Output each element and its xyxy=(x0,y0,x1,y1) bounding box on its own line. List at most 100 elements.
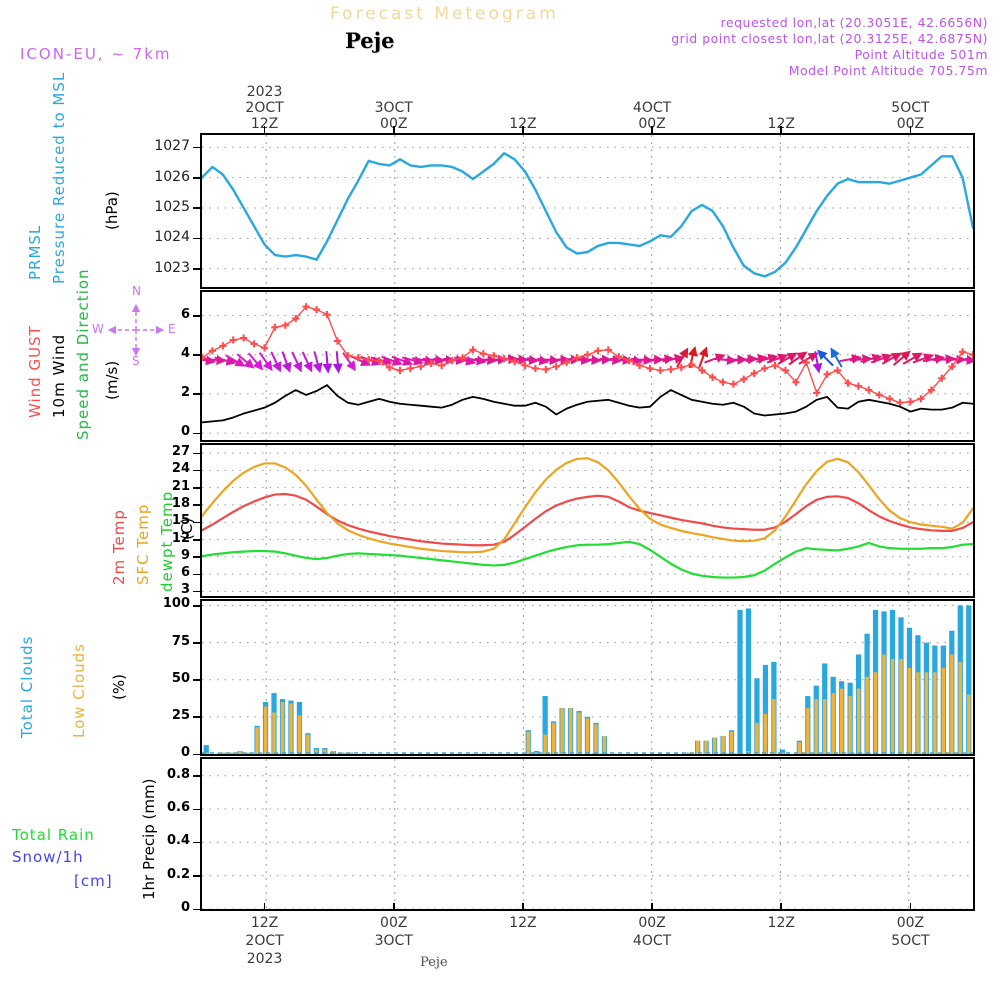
y-tick-label: 2 xyxy=(180,384,190,400)
top-axis-tick-mark xyxy=(522,126,524,135)
y-tick-label: 1025 xyxy=(154,198,190,215)
label-snow-1h: Snow/1h xyxy=(12,848,84,866)
bottom-axis-tick-label: 4OCT xyxy=(632,933,672,949)
label-total-rain: Total Rain xyxy=(12,826,95,844)
top-axis-tick-label: 00Z xyxy=(638,116,666,132)
y-tick-mark xyxy=(193,539,201,541)
y-tick-mark xyxy=(193,556,201,558)
y-tick-mark xyxy=(193,679,201,681)
y-tick-mark xyxy=(193,590,201,593)
y-tick-mark xyxy=(193,775,201,777)
bottom-axis-tick-label: 3OCT xyxy=(374,933,413,949)
bottom-axis-tick-mark xyxy=(651,903,653,911)
meta-model-point-altitude: Model Point Altitude 705.75m xyxy=(788,63,988,78)
meta-requested-lonlat: requested lon,lat (20.3051E, 42.6656N) xyxy=(720,15,988,30)
y-tick-label: 0.4 xyxy=(166,833,190,849)
y-tick-mark xyxy=(193,753,201,756)
y-tick-mark xyxy=(193,716,201,718)
y-tick-label: 24 xyxy=(171,461,190,477)
panel-wind xyxy=(200,290,975,442)
y-tick-label: 0 xyxy=(180,424,190,440)
y-tick-mark xyxy=(193,642,201,644)
top-axis-tick-mark xyxy=(780,126,783,135)
top-axis-tick-label: 3OCT xyxy=(374,100,413,116)
label-snow-unit: [cm] xyxy=(74,872,113,890)
label-prmsl: PRMSL xyxy=(26,224,44,280)
compass-east-label: E xyxy=(168,322,176,336)
bottom-axis-tick-label: 2OCT xyxy=(245,933,284,949)
label-low-clouds: Low Clouds xyxy=(70,643,88,738)
meta-gridpoint-lonlat: grid point closest lon,lat (20.3125E, 42… xyxy=(671,31,988,46)
top-axis-tick-label: 00Z xyxy=(896,116,925,132)
bottom-axis-tick-mark xyxy=(780,903,783,911)
y-tick-label: 18 xyxy=(171,495,190,511)
bottom-axis-tick-mark xyxy=(909,903,912,911)
top-axis-tick-label: 5OCT xyxy=(891,100,930,116)
y-tick-label: 1027 xyxy=(154,138,190,155)
panel-precip xyxy=(200,757,975,911)
y-tick-mark xyxy=(193,604,201,607)
forecast-meteogram-title: Forecast Meteogram xyxy=(330,4,559,24)
model-label: ICON-EU, ~ 7km xyxy=(20,45,172,63)
y-tick-mark xyxy=(193,315,201,317)
bottom-axis-tick-label: 12Z xyxy=(509,915,537,931)
bottom-axis-tick-label: 00Z xyxy=(380,915,408,931)
top-axis-tick-label: 2023 xyxy=(246,84,283,100)
y-tick-mark xyxy=(193,469,201,472)
top-axis-tick-mark xyxy=(263,126,266,135)
compass-south-label: S xyxy=(132,354,140,368)
y-tick-mark xyxy=(193,452,201,455)
top-axis-tick-mark xyxy=(651,126,653,135)
y-tick-label: 15 xyxy=(171,513,190,529)
y-tick-mark xyxy=(193,808,201,811)
top-axis-tick-mark xyxy=(392,126,395,135)
y-tick-mark xyxy=(193,354,201,356)
y-tick-label: 9 xyxy=(180,547,190,563)
y-tick-label: 1024 xyxy=(154,229,190,246)
y-tick-mark xyxy=(193,908,201,911)
top-axis-tick-label: 12Z xyxy=(509,116,537,132)
bottom-axis-tick-label: 12Z xyxy=(767,915,795,931)
y-tick-label: 50 xyxy=(171,670,190,686)
y-tick-mark xyxy=(193,207,201,210)
y-tick-mark xyxy=(193,177,201,179)
panel-pressure xyxy=(200,133,975,289)
y-tick-mark xyxy=(193,146,201,149)
top-axis-tick-label: 4OCT xyxy=(632,100,672,116)
y-tick-mark xyxy=(193,237,201,240)
bottom-axis-tick-label: 00Z xyxy=(638,915,666,931)
bottom-axis-tick-label: 2023 xyxy=(246,951,283,967)
bottom-axis-tick-mark xyxy=(522,903,524,911)
y-tick-mark xyxy=(193,487,201,489)
label-pressure-reduced-to-msl: Pressure Reduced to MSL xyxy=(50,71,68,284)
y-tick-label: 0.2 xyxy=(166,866,190,882)
y-tick-label: 0 xyxy=(180,900,190,915)
label-2m-temp: 2m Temp xyxy=(110,509,128,585)
compass-north-label: N xyxy=(132,284,141,298)
y-tick-label: 0.8 xyxy=(166,766,190,782)
y-tick-mark xyxy=(193,875,201,877)
y-tick-label: 0.6 xyxy=(166,800,190,815)
y-tick-mark xyxy=(193,841,201,844)
y-tick-label: 1023 xyxy=(154,259,190,276)
top-axis-tick-label: 2OCT xyxy=(245,100,284,116)
meta-point-altitude: Point Altitude 501m xyxy=(854,47,988,62)
y-tick-label: 21 xyxy=(171,478,190,494)
top-axis-tick-mark xyxy=(909,126,912,135)
bottom-axis-tick-label: 5OCT xyxy=(891,933,930,949)
y-tick-label: 6 xyxy=(180,306,190,322)
y-tick-label: 6 xyxy=(180,565,190,581)
y-tick-mark xyxy=(193,521,201,524)
y-tick-label: 12 xyxy=(171,530,190,546)
bottom-axis-tick-mark xyxy=(263,903,266,911)
y-tick-mark xyxy=(193,268,201,270)
y-tick-label: 75 xyxy=(171,633,190,649)
y-tick-label: 0 xyxy=(180,745,190,760)
bottom-station-label: Peje xyxy=(420,955,448,970)
bottom-axis-tick-mark xyxy=(392,903,395,911)
top-axis-tick-label: 00Z xyxy=(380,116,408,132)
label-speed-and-direction: Speed and Direction xyxy=(74,268,92,440)
panel-clouds xyxy=(200,599,975,756)
y-tick-mark xyxy=(193,393,201,396)
top-axis-tick-label: 12Z xyxy=(767,116,795,132)
